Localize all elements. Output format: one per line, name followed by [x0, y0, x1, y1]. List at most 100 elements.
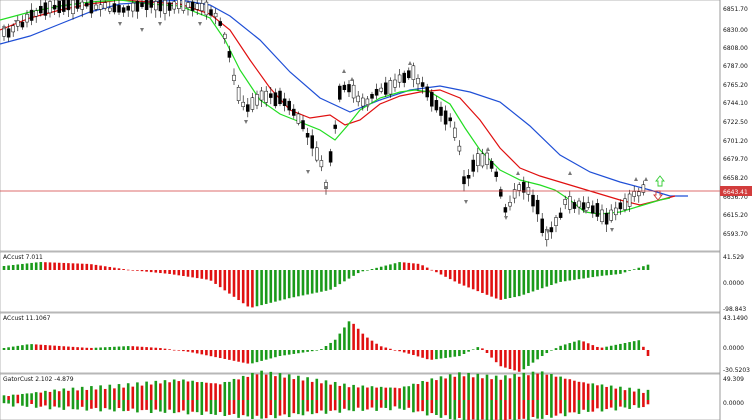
histogram-bar [103, 347, 107, 350]
gator-lower-bar [600, 400, 604, 412]
candle [637, 187, 641, 203]
ac-oscillator-pane-2[interactable]: ACcust 11.1067 [0, 312, 721, 374]
candle [48, 0, 52, 18]
gator-upper-bar [605, 386, 608, 400]
histogram-bar [494, 270, 498, 299]
histogram-bar [7, 347, 10, 350]
candle [94, 1, 98, 12]
gator-lower-bar [444, 400, 447, 416]
gator-lower-bar [577, 400, 581, 414]
price-pane[interactable] [0, 0, 721, 252]
gator-lower-bar [338, 400, 342, 413]
gator-lower-bar [559, 400, 562, 414]
gator-upper-bar [25, 393, 29, 400]
fractal-marker-icon [546, 230, 550, 234]
histogram-bar [425, 267, 429, 270]
gator-lower-bar [62, 400, 66, 410]
histogram-bar [94, 264, 98, 270]
gator-upper-bar [306, 377, 309, 400]
fractal-markers [2, 0, 648, 234]
histogram-bar [292, 350, 296, 354]
gator-upper-bar [573, 380, 576, 400]
histogram-bar [76, 347, 79, 350]
candle [250, 92, 255, 113]
gator-lower-bar [531, 400, 535, 417]
candle [572, 199, 577, 213]
histogram-bar [39, 344, 43, 350]
gator-upper-bar [517, 376, 521, 400]
gator-upper-bar [140, 385, 144, 400]
gator-lower-bar [320, 400, 323, 411]
candle [75, 0, 80, 12]
gator-lower-bar [214, 400, 217, 415]
histogram-bar [632, 269, 636, 270]
price-axis[interactable]: 6851.70 6830.00 6808.00 6787.00 6765.20 … [719, 0, 752, 420]
candle [531, 189, 535, 213]
fractal-marker-icon [14, 20, 18, 24]
gator-lower-bar [628, 400, 631, 409]
histogram-bar [329, 342, 332, 350]
gator-upper-bar [379, 386, 383, 400]
fractal-marker-icon [584, 210, 588, 214]
price-tick-label: 6679.70 [723, 156, 748, 163]
gator-lower-bar [53, 400, 56, 407]
price-tick-label: 6765.20 [723, 82, 748, 89]
histogram-bar [195, 270, 199, 279]
histogram-bar [619, 270, 622, 274]
histogram-bar [172, 270, 176, 275]
gator-upper-bar [34, 392, 38, 400]
ac-oscillator-pane-1[interactable]: ACcust 7.011 [0, 251, 721, 313]
histogram-bar [573, 270, 576, 280]
histogram-bar [527, 350, 530, 366]
gator-lower-bar [389, 400, 392, 411]
histogram-bar [559, 345, 562, 350]
gator-lower-bar [550, 400, 553, 418]
histogram-bar [149, 270, 153, 273]
ac2-tick-label: -30.5203 [723, 367, 750, 374]
gator-lower-bar [356, 400, 360, 408]
gator-lower-bar [402, 400, 406, 410]
gator-upper-bar [329, 384, 332, 400]
gator-upper-bar [439, 376, 443, 400]
histogram-bar [471, 270, 475, 290]
fractal-marker-icon [504, 216, 508, 220]
gator-lower-bar [228, 400, 231, 415]
histogram-bar [48, 345, 52, 350]
candle [581, 196, 586, 213]
histogram-bar [67, 263, 70, 270]
candle [112, 0, 117, 15]
gator-lower-bar [545, 400, 549, 415]
candle [71, 0, 75, 20]
candle [568, 190, 572, 214]
fractal-marker-icon [644, 177, 648, 181]
histogram-bar [596, 270, 599, 277]
candle [315, 141, 319, 163]
gator-upper-bar [255, 374, 259, 400]
candle [430, 89, 434, 112]
candle [204, 0, 209, 20]
gator-upper-bar [168, 382, 171, 400]
histogram-bar [237, 270, 240, 301]
gator-upper-bar [412, 383, 415, 400]
candle [595, 198, 600, 221]
histogram-bar [113, 346, 116, 350]
histogram-bar [412, 263, 415, 270]
candle [200, 0, 204, 16]
histogram-bar [205, 270, 208, 280]
histogram-bar [536, 350, 539, 360]
histogram-bar [310, 350, 314, 352]
candle [57, 0, 61, 18]
gator-upper-bar [39, 392, 43, 400]
histogram-bar [586, 270, 590, 278]
ac1-label: ACcust 7.011 [3, 254, 43, 261]
histogram-bar [435, 350, 438, 360]
histogram-bar [324, 270, 328, 291]
candle [131, 0, 135, 18]
gator-upper-bar [402, 386, 406, 400]
gator-lower-bar [375, 400, 378, 411]
histogram-bar [366, 270, 369, 271]
gator-oscillator-pane[interactable]: GatorCust 2.102 -4.879 [0, 370, 721, 420]
candle [25, 10, 29, 28]
